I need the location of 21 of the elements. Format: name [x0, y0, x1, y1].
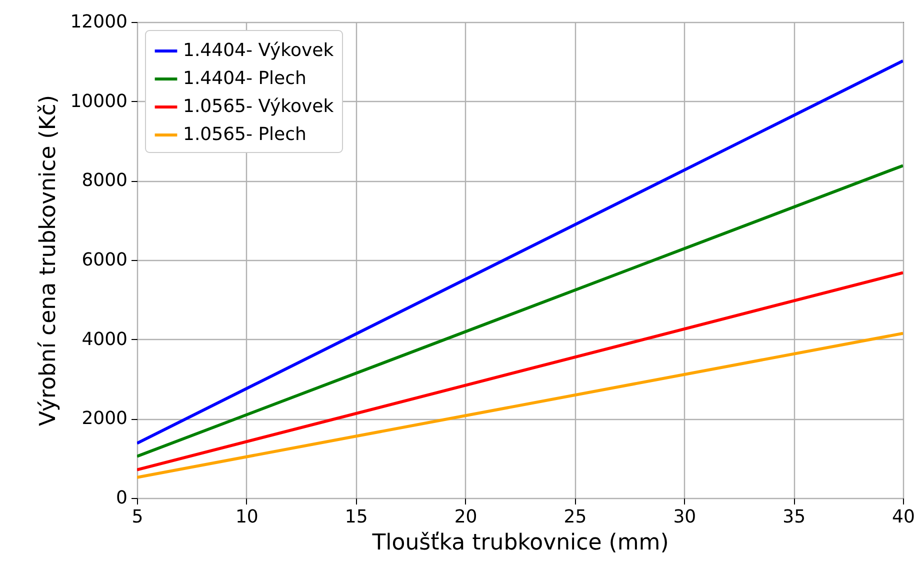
- y-tick-label: 8000: [82, 170, 128, 192]
- legend-label: 1.0565- Výkovek: [183, 96, 334, 117]
- x-axis-title: Tloušťka trubkovnice (mm): [371, 530, 669, 556]
- x-tick-label: 15: [344, 506, 368, 528]
- y-tick-label: 4000: [82, 328, 128, 350]
- x-tick-label: 10: [235, 506, 258, 528]
- y-tick-label: 10000: [70, 90, 128, 112]
- x-tick-label: 30: [673, 506, 696, 528]
- y-tick-label: 12000: [70, 12, 128, 32]
- x-tick-label: 35: [782, 506, 806, 528]
- x-tick-label: 40: [892, 506, 915, 528]
- legend-label: 1.4404- Výkovek: [183, 40, 334, 61]
- y-tick-label: 6000: [82, 250, 128, 270]
- x-tick-label: 20: [454, 506, 478, 528]
- x-tick-label: 5: [132, 506, 144, 528]
- x-tick-label: 25: [564, 506, 587, 528]
- y-axis-title: Výrobní cena trubkovnice (Kč): [36, 95, 62, 426]
- y-tick-label: 0: [116, 488, 128, 508]
- legend-label: 1.0565- Plech: [183, 124, 306, 145]
- legend-label: 1.4404- Plech: [183, 68, 306, 89]
- y-tick-label: 2000: [82, 408, 128, 430]
